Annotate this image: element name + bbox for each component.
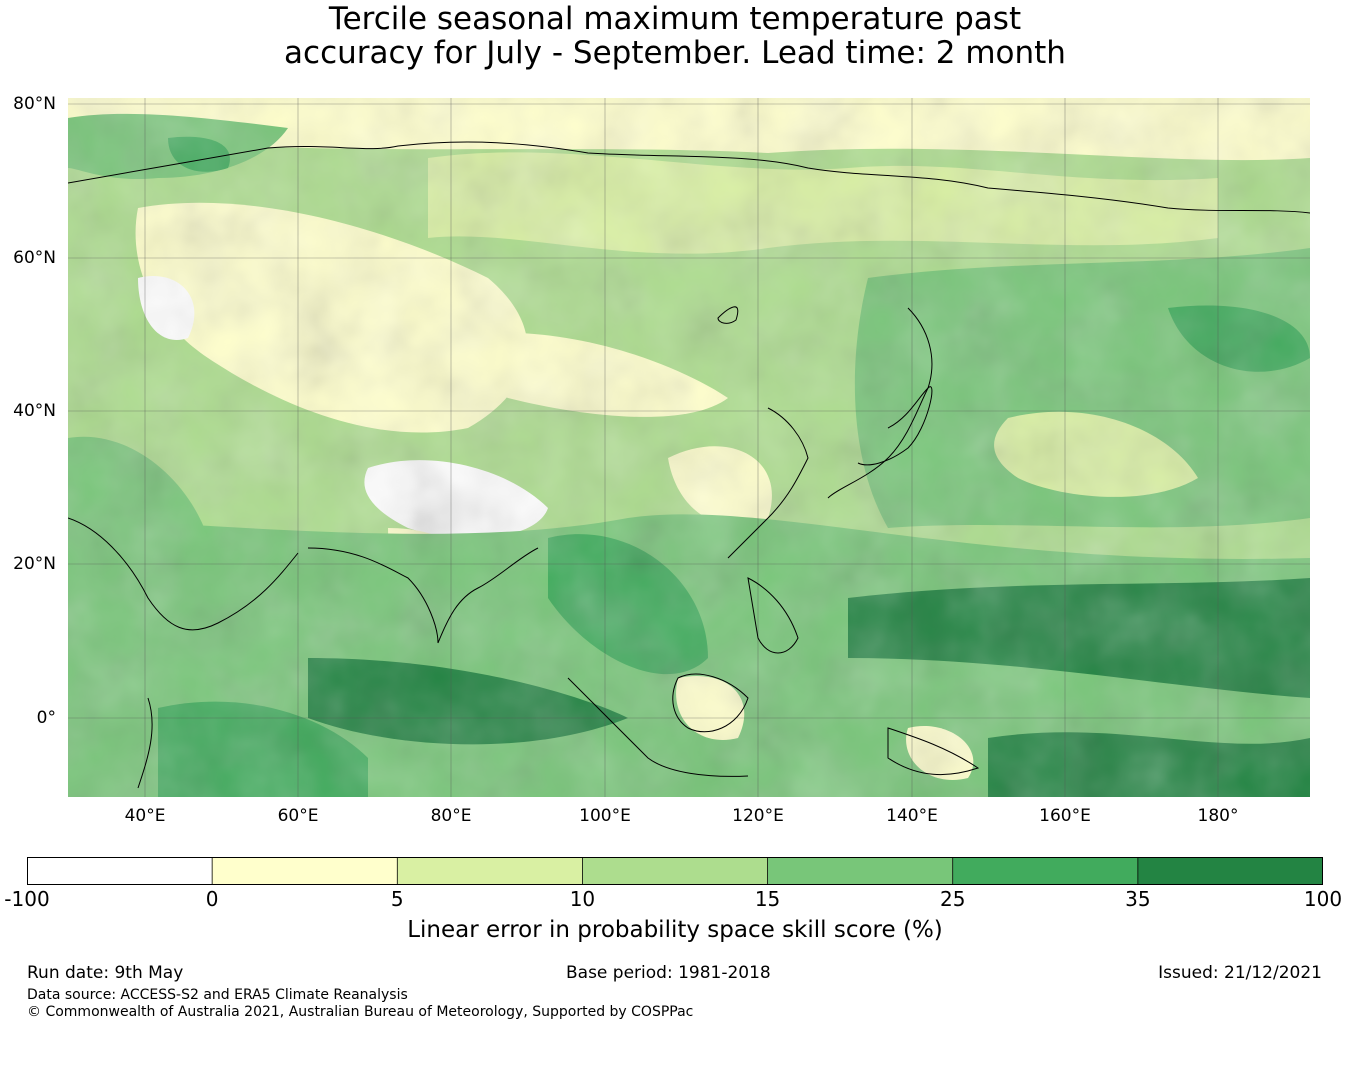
colorbar-tick-0: -100	[4, 887, 50, 911]
colorbar-segment-6	[1137, 857, 1323, 885]
colorbar-tick-4: 15	[754, 887, 781, 911]
map-gridlines	[68, 98, 1310, 797]
lat-label-80n: 80°N	[13, 94, 56, 114]
colorbar-tick-1: 0	[205, 887, 219, 911]
colorbar-label: Linear error in probability space skill …	[407, 917, 943, 943]
lon-label-60e: 60°E	[277, 806, 319, 826]
colorbar-segment-1	[212, 857, 398, 885]
lon-label-120e: 120°E	[732, 806, 784, 826]
colorbar-segment-3	[582, 857, 769, 885]
colorbar-segment-5	[952, 857, 1139, 885]
map-title-line-2: accuracy for July - September. Lead time…	[284, 35, 1066, 71]
run-date: Run date: 9th May	[27, 963, 184, 983]
lat-label-20n: 20°N	[13, 554, 56, 574]
lon-label-40e: 40°E	[124, 806, 166, 826]
copyright-notice: © Commonwealth of Australia 2021, Austra…	[27, 1004, 694, 1020]
colorbar	[27, 857, 1323, 885]
colorbar-tick-6: 35	[1125, 887, 1151, 911]
lon-label-160e: 160°E	[1039, 806, 1091, 826]
field-texture	[68, 98, 1310, 797]
coastlines	[68, 141, 1310, 789]
map-title-line-1: Tercile seasonal maximum temperature pas…	[328, 1, 1022, 37]
issued-date: Issued: 21/12/2021	[1158, 963, 1322, 983]
base-period: Base period: 1981-2018	[566, 963, 771, 983]
lon-label-100e: 100°E	[579, 806, 631, 826]
lon-label-80e: 80°E	[430, 806, 472, 826]
colorbar-segment-4	[767, 857, 954, 885]
lat-label-40n: 40°N	[13, 401, 56, 421]
colorbar-tick-5: 25	[939, 887, 966, 911]
lon-label-180: 180°	[1197, 806, 1239, 826]
colorbar-tick-3: 10	[569, 887, 596, 911]
lat-label-0: 0°	[36, 708, 56, 728]
colorbar-tick-7: 100	[1303, 887, 1343, 911]
lon-label-140e: 140°E	[886, 806, 938, 826]
colorbar-segment-0	[27, 857, 213, 885]
colorbar-tick-2: 5	[390, 887, 404, 911]
skill-score-map	[68, 98, 1310, 797]
colorbar-segment-2	[397, 857, 583, 885]
data-source: Data source: ACCESS-S2 and ERA5 Climate …	[27, 987, 408, 1003]
lat-label-60n: 60°N	[13, 248, 56, 268]
